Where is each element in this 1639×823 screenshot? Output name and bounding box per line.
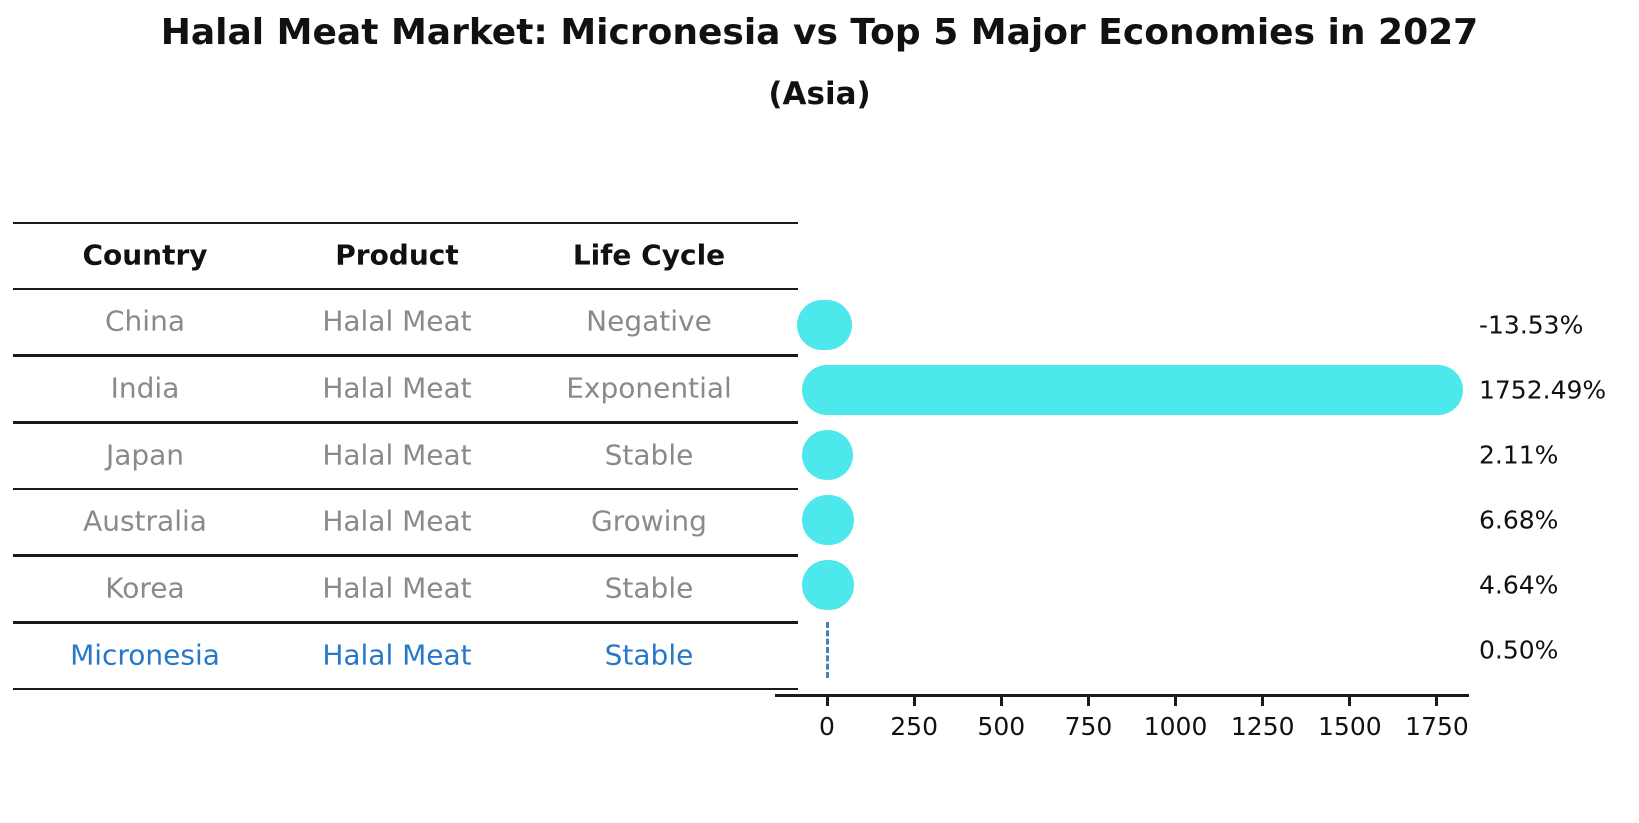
table-rule <box>13 554 798 557</box>
table-cell-country: Japan <box>105 438 185 472</box>
value-label: 0.50% <box>1479 635 1559 665</box>
x-axis-tick-label: 1250 <box>1230 712 1295 741</box>
table-cell-product: Halal Meat <box>322 438 472 472</box>
table-header-cell: Product <box>335 238 459 272</box>
x-axis-tick-label: 500 <box>977 712 1026 741</box>
table-rule <box>13 621 798 624</box>
table-cell-country: India <box>110 371 180 405</box>
table-cell-country: China <box>105 304 185 338</box>
x-axis <box>775 693 1469 697</box>
value-label: 6.68% <box>1479 505 1559 535</box>
x-axis-tick-label: 1500 <box>1318 712 1382 741</box>
x-axis-tick-label: 250 <box>890 712 938 741</box>
page-title: Halal Meat Market: Micronesia vs Top 5 M… <box>160 12 1479 53</box>
table-rule <box>13 487 798 491</box>
table-rule <box>13 421 798 424</box>
table-cell-life-cycle: Stable <box>604 571 694 605</box>
table-rule <box>13 687 798 691</box>
table-cell-life-cycle: Stable <box>604 638 694 672</box>
table-row: Korea Halal Meat Stable <box>19 571 775 605</box>
bar-korea <box>802 560 854 610</box>
micronesia-zero-line <box>825 622 829 678</box>
x-axis-tick-label: 1750 <box>1405 712 1469 741</box>
x-axis-tick-label: 750 <box>1064 712 1113 741</box>
table-rule <box>13 354 798 357</box>
value-label: -13.53% <box>1479 310 1584 340</box>
page-subtitle: (Asia) <box>768 76 871 112</box>
x-axis-tick <box>1086 695 1090 706</box>
table-cell-life-cycle: Stable <box>604 438 694 472</box>
table-cell-country: Korea <box>105 571 185 605</box>
table-cell-country: Australia <box>83 504 207 538</box>
value-label: 1752.49% <box>1479 375 1607 405</box>
bar-china <box>797 300 852 350</box>
x-axis-tick-label: 1000 <box>1143 712 1208 741</box>
table-row: Australia Halal Meat Growing <box>19 504 775 538</box>
table-cell-life-cycle: Exponential <box>566 371 732 405</box>
x-axis-tick <box>825 695 829 706</box>
bar-japan <box>802 430 853 480</box>
value-label: 2.11% <box>1479 440 1559 470</box>
table-rule <box>13 221 798 225</box>
x-axis-tick <box>912 695 916 706</box>
table-cell-product: Halal Meat <box>322 371 472 405</box>
table-cell-product: Halal Meat <box>322 571 472 605</box>
table-cell-country: Micronesia <box>70 638 220 672</box>
x-axis-tick <box>1174 695 1178 706</box>
table-row: China Halal Meat Negative <box>19 304 775 338</box>
bar-australia <box>802 495 855 545</box>
table-cell-life-cycle: Growing <box>591 504 707 538</box>
x-axis-tick <box>1435 695 1439 706</box>
table-rule <box>13 287 798 291</box>
x-axis-tick <box>1261 695 1265 706</box>
x-axis-tick <box>999 695 1003 706</box>
table-header-cell: Country <box>82 238 208 272</box>
value-label: 4.64% <box>1479 570 1559 600</box>
table-row: Japan Halal Meat Stable <box>19 438 775 472</box>
x-axis-tick-label: 0 <box>819 712 835 741</box>
table-row: Micronesia Halal Meat Stable <box>19 638 775 672</box>
table-cell-life-cycle: Negative <box>586 304 712 338</box>
table-header-cell: Life Cycle <box>572 238 726 272</box>
table-cell-product: Halal Meat <box>322 504 472 538</box>
table-cell-product: Halal Meat <box>322 304 472 338</box>
x-axis-tick <box>1348 695 1352 706</box>
table-header-row: Country Product Life Cycle <box>19 238 775 272</box>
table-row: India Halal Meat Exponential <box>19 371 775 405</box>
table-cell-product: Halal Meat <box>322 638 472 672</box>
bar-india <box>802 365 1463 415</box>
